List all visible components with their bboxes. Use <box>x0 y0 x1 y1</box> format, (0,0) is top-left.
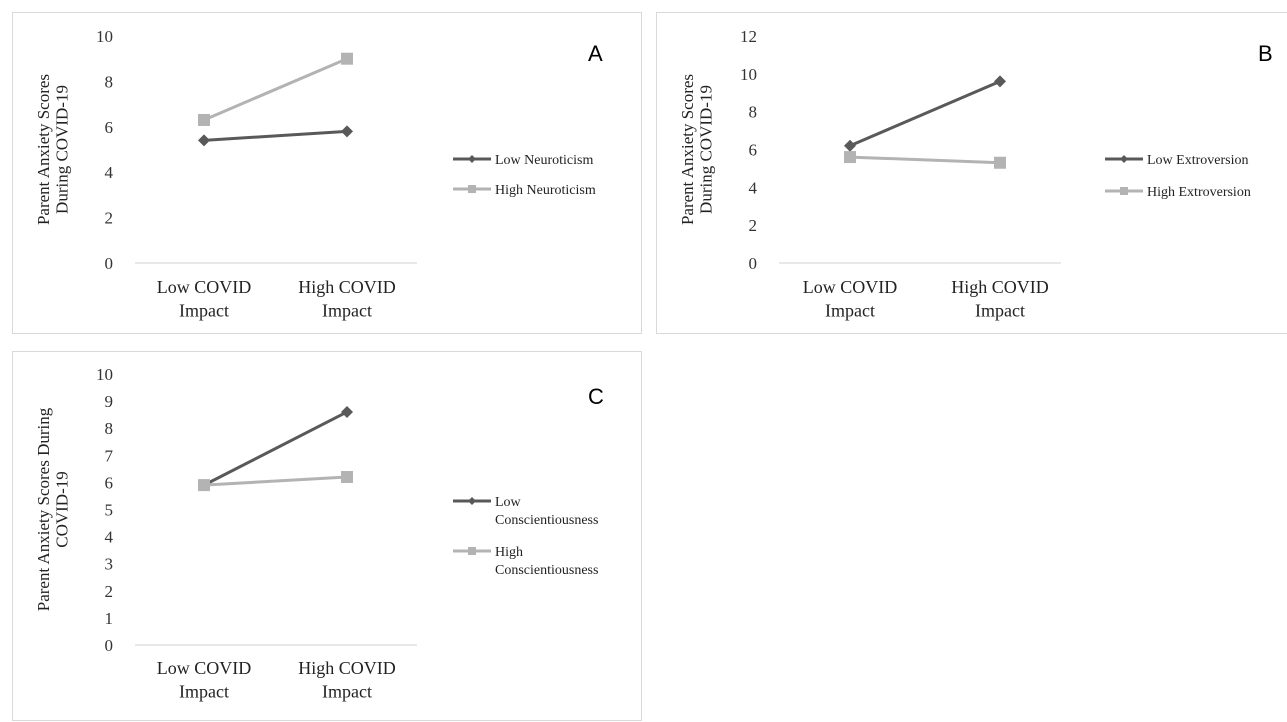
y-tick-label: 0 <box>749 254 758 273</box>
y-tick-label: 10 <box>740 65 757 84</box>
series-1 <box>844 75 1006 152</box>
series-2 <box>198 470 353 492</box>
legend-entry: High Extroversion <box>1105 185 1251 200</box>
y-tick-label: 2 <box>105 582 114 601</box>
y-tick-label: 4 <box>105 528 114 547</box>
y-tick-label: 1 <box>105 609 114 628</box>
y-tick-label: 2 <box>749 216 758 235</box>
y-tick-label: 4 <box>749 178 758 197</box>
chart-panel-c: 0 1 2 3 4 5 6 7 8 9 10 Parent Anxiety Scores During… <box>12 351 642 721</box>
legend-label: High Conscientiousness <box>495 545 598 578</box>
y-axis-title: Parent Anxiety ScoresDuring COVID-19 <box>678 74 716 225</box>
y-tick-label: 6 <box>105 473 114 492</box>
y-tick-label: 0 <box>105 636 114 655</box>
legend-marker <box>468 185 476 193</box>
legend-label: Low Extroversion <box>1147 153 1248 168</box>
chart-svg: 0 1 2 3 4 5 6 7 8 9 10 Parent Anxiety Scores During… <box>34 365 604 701</box>
legend-label: Low Neuroticism <box>495 153 593 168</box>
data-point <box>198 113 210 126</box>
y-tick-label: 0 <box>105 254 114 273</box>
x-category-label: Low COVID Impact <box>157 277 252 320</box>
legend-entry: Low Extroversion <box>1105 153 1248 168</box>
legend-label: Low Conscientiousness <box>495 495 598 528</box>
legend-label: High Neuroticism <box>495 183 596 198</box>
series-line <box>203 129 348 142</box>
y-tick-label: 12 <box>740 27 757 46</box>
legend-marker <box>468 547 476 555</box>
x-category-label: Low COVID Impact <box>803 277 898 320</box>
legend-entry: High Neuroticism <box>453 183 596 198</box>
y-tick-label: 5 <box>105 501 114 520</box>
x-category-label: High COVID Impact <box>951 277 1049 320</box>
data-point <box>341 52 353 65</box>
data-point <box>198 479 210 492</box>
data-point <box>994 156 1006 169</box>
legend-marker <box>468 497 476 505</box>
series-line <box>849 80 1001 148</box>
chart-panel-b: 0 2 4 6 8 10 12 Parent Anxiety ScoresDuring COV… <box>656 12 1287 334</box>
data-point <box>198 134 210 147</box>
x-category-label: High COVID Impact <box>298 277 396 320</box>
y-tick-label: 4 <box>105 163 114 182</box>
y-tick-label: 7 <box>105 446 114 465</box>
chart-svg: 0 2 4 6 8 10 Parent Anxiety ScoresDuring COVID… <box>34 27 603 320</box>
legend-entry: High Conscientiousness <box>453 545 598 578</box>
chart-panel-a: 0 2 4 6 8 10 Parent Anxiety ScoresDuring COVID… <box>12 12 642 334</box>
panel-letter: A <box>588 41 603 66</box>
y-tick-label: 10 <box>96 365 113 384</box>
legend-marker <box>1120 155 1128 163</box>
series-1 <box>198 125 353 147</box>
series-line <box>849 155 1001 165</box>
data-point <box>844 139 856 152</box>
y-tick-label: 8 <box>105 72 114 91</box>
data-point <box>994 75 1006 88</box>
legend-marker <box>468 155 476 163</box>
data-point <box>341 125 353 138</box>
panel-letter: C <box>588 384 604 409</box>
legend-entry: Low Conscientiousness <box>453 495 598 528</box>
x-category-label: High COVID Impact <box>298 658 396 701</box>
x-category-label: Low COVID Impact <box>157 658 252 701</box>
y-tick-label: 2 <box>105 209 114 228</box>
legend-label: High Extroversion <box>1147 185 1251 200</box>
y-tick-label: 6 <box>749 141 758 160</box>
y-tick-label: 8 <box>749 103 758 122</box>
chart-svg: 0 2 4 6 8 10 12 Parent Anxiety ScoresDuring COV… <box>678 27 1273 320</box>
series-line <box>203 57 348 122</box>
series-line <box>203 475 348 487</box>
series-line <box>203 410 348 487</box>
series-2 <box>844 151 1006 169</box>
series-2 <box>198 52 353 126</box>
legend-marker <box>1120 187 1128 195</box>
legend-entry: Low Neuroticism <box>453 153 593 168</box>
data-point <box>341 470 353 483</box>
data-point <box>341 405 353 418</box>
y-axis-title: Parent Anxiety ScoresDuring COVID-19 <box>34 74 72 225</box>
y-tick-label: 6 <box>105 118 114 137</box>
y-axis-title: Parent Anxiety Scores DuringCOVID-19 <box>34 407 72 611</box>
data-point <box>844 151 856 164</box>
y-tick-label: 10 <box>96 27 113 46</box>
y-tick-label: 3 <box>105 555 114 574</box>
y-tick-label: 9 <box>105 392 114 411</box>
y-tick-label: 8 <box>105 419 114 438</box>
panel-letter: B <box>1258 41 1273 66</box>
